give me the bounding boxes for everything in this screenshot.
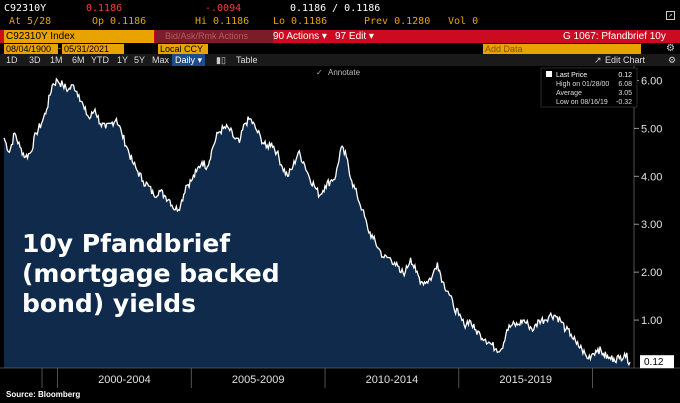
command-bar: C92310Y Index Bid/Ask/Rmk Actions 90 Act… [0, 30, 680, 43]
last-value-tag-text: 0.12 [644, 357, 664, 368]
range-6m[interactable]: 6M [72, 55, 85, 65]
open-price: Op 0.1186 [92, 16, 147, 27]
share-icon[interactable]: ↗ [666, 11, 675, 20]
y-tick-label: 1.00 [641, 315, 662, 327]
y-tick-label: 3.00 [641, 219, 662, 231]
edit-chart-icon: ↗ [594, 55, 602, 65]
legend-last-price-value: 0.12 [618, 72, 632, 79]
last-price-value: 0.1186 [86, 3, 123, 14]
x-tick-label: 2005-2009 [232, 374, 285, 386]
legend-low-value: -0.32 [616, 99, 632, 106]
ticker-bar: C92310Y 0.1186 -.0094 0.1186 / 0.1186 At… [0, 0, 680, 30]
high-price: Hi 0.1186 [195, 16, 250, 27]
title-line-3: bond) yields [22, 289, 196, 318]
legend-swatch-last-price [546, 71, 552, 77]
range-3d[interactable]: 3D [29, 55, 41, 65]
add-data-field[interactable]: Add Data [483, 44, 641, 54]
legend-high-value: 6.08 [618, 81, 632, 88]
range-5y[interactable]: 5Y [134, 55, 146, 65]
settings-icon[interactable]: ⚙ [668, 55, 677, 65]
legend-high-label: High on 01/28/00 [556, 81, 609, 88]
edit-chart-button[interactable]: Edit Chart [605, 55, 646, 65]
table-view-button[interactable]: Table [236, 55, 258, 65]
x-tick-label: 2010-2014 [366, 374, 419, 386]
dates-bar: 08/04/1900 - 05/31/2021 Local CCY Add Da… [0, 43, 680, 54]
function-title: G 1067: Pfandbrief 10y [563, 31, 666, 42]
axis-layer: 6.00 5.00 4.00 3.00 2.00 1.00 2000-2004 2005-20… [0, 66, 680, 388]
title-line-1: 10y Pfandbrief [22, 229, 231, 258]
title-line-2: (mortgage backed [22, 259, 280, 288]
edit-menu[interactable]: 97 Edit ▾ [335, 31, 374, 42]
y-tick-label: 4.00 [641, 171, 662, 183]
bid-ask-range: 0.1186 / 0.1186 [290, 3, 381, 14]
as-of-date: At 5/28 [9, 16, 52, 27]
legend: Last Price 0.12 High on 01/28/00 6.08 Av… [540, 67, 638, 108]
gear-icon[interactable]: ⚙ [666, 43, 675, 54]
yield-line [3, 77, 631, 366]
area-layer [3, 77, 631, 368]
x-tick-label: 2000-2004 [98, 374, 151, 386]
yield-area-fill [4, 79, 630, 368]
range-1d[interactable]: 1D [6, 55, 18, 65]
last-value-tag: 0.12 [640, 355, 674, 369]
actions-menu[interactable]: 90 Actions ▾ [273, 31, 327, 42]
ticker-symbol: C92310Y [4, 3, 47, 14]
annotate-label[interactable]: Annotate [328, 68, 361, 77]
source-caption: Source: Bloomberg [6, 390, 81, 399]
range-max[interactable]: Max [152, 55, 170, 65]
volume: Vol 0 [448, 16, 479, 27]
ticker-input[interactable]: C92310Y Index [4, 30, 154, 43]
range-1m[interactable]: 1M [50, 55, 63, 65]
end-date-field[interactable]: 05/31/2021 [62, 44, 124, 54]
legend-low-label: Low on 08/16/19 [556, 99, 608, 106]
y-tick-label: 5.00 [641, 123, 662, 135]
x-tick-label: 2015-2019 [499, 374, 552, 386]
chart-title: 10y Pfandbrief (mortgage backed bond) yi… [22, 229, 280, 318]
yield-chart: 6.00 5.00 4.00 3.00 2.00 1.00 2000-2004 2005-20… [0, 66, 680, 390]
range-1y[interactable]: 1Y [117, 55, 129, 65]
currency-field[interactable]: Local CCY [158, 44, 208, 54]
frequency-dropdown[interactable]: Daily ▾ [172, 54, 206, 66]
legend-box [540, 67, 638, 108]
y-tick-label: 2.00 [641, 267, 662, 279]
previous-close: Prev 0.1280 [364, 16, 431, 27]
range-bar: 1D 3D 1M 6M YTD 1Y 5Y Max Daily ▾ ▮▯ Tab… [0, 54, 680, 66]
change-value: -.0094 [205, 3, 242, 14]
start-date-field[interactable]: 08/04/1900 [4, 44, 58, 54]
y-tick-label: 6.00 [641, 75, 662, 87]
bid-ask-block[interactable]: Bid/Ask/Rmk Actions [155, 30, 273, 43]
low-price: Lo 0.1186 [273, 16, 328, 27]
annotate-control[interactable]: ✓ Annotate [316, 68, 361, 77]
bar-chart-icon[interactable]: ▮▯ [216, 55, 226, 65]
annotate-icon: ✓ [316, 68, 323, 77]
last-value-tag-box [640, 355, 674, 369]
range-ytd[interactable]: YTD [91, 55, 109, 65]
legend-last-price-label: Last Price [556, 72, 587, 79]
legend-average-label: Average [556, 90, 582, 97]
legend-average-value: 3.05 [618, 90, 632, 97]
